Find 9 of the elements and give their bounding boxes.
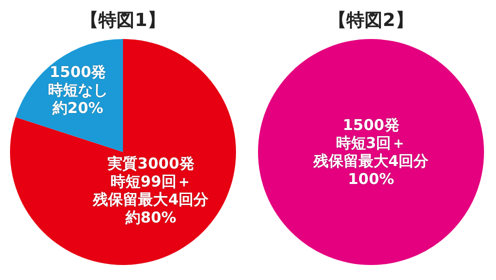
chart-title: 【特図1】 — [80, 10, 166, 31]
data-label: 約20% — [51, 98, 104, 117]
pie-slice — [10, 39, 236, 265]
slice-label: 1500発時短なし — [48, 62, 108, 99]
data-label: 約80% — [124, 208, 176, 226]
slice-label: 実質3000発時短99回＋残保留最大4回分 — [92, 154, 210, 208]
data-label: 100% — [348, 170, 394, 188]
chart-title: 【特図2】 — [328, 10, 414, 31]
slice-label: 1500発時短3回＋残保留最大4回分 — [312, 116, 430, 170]
